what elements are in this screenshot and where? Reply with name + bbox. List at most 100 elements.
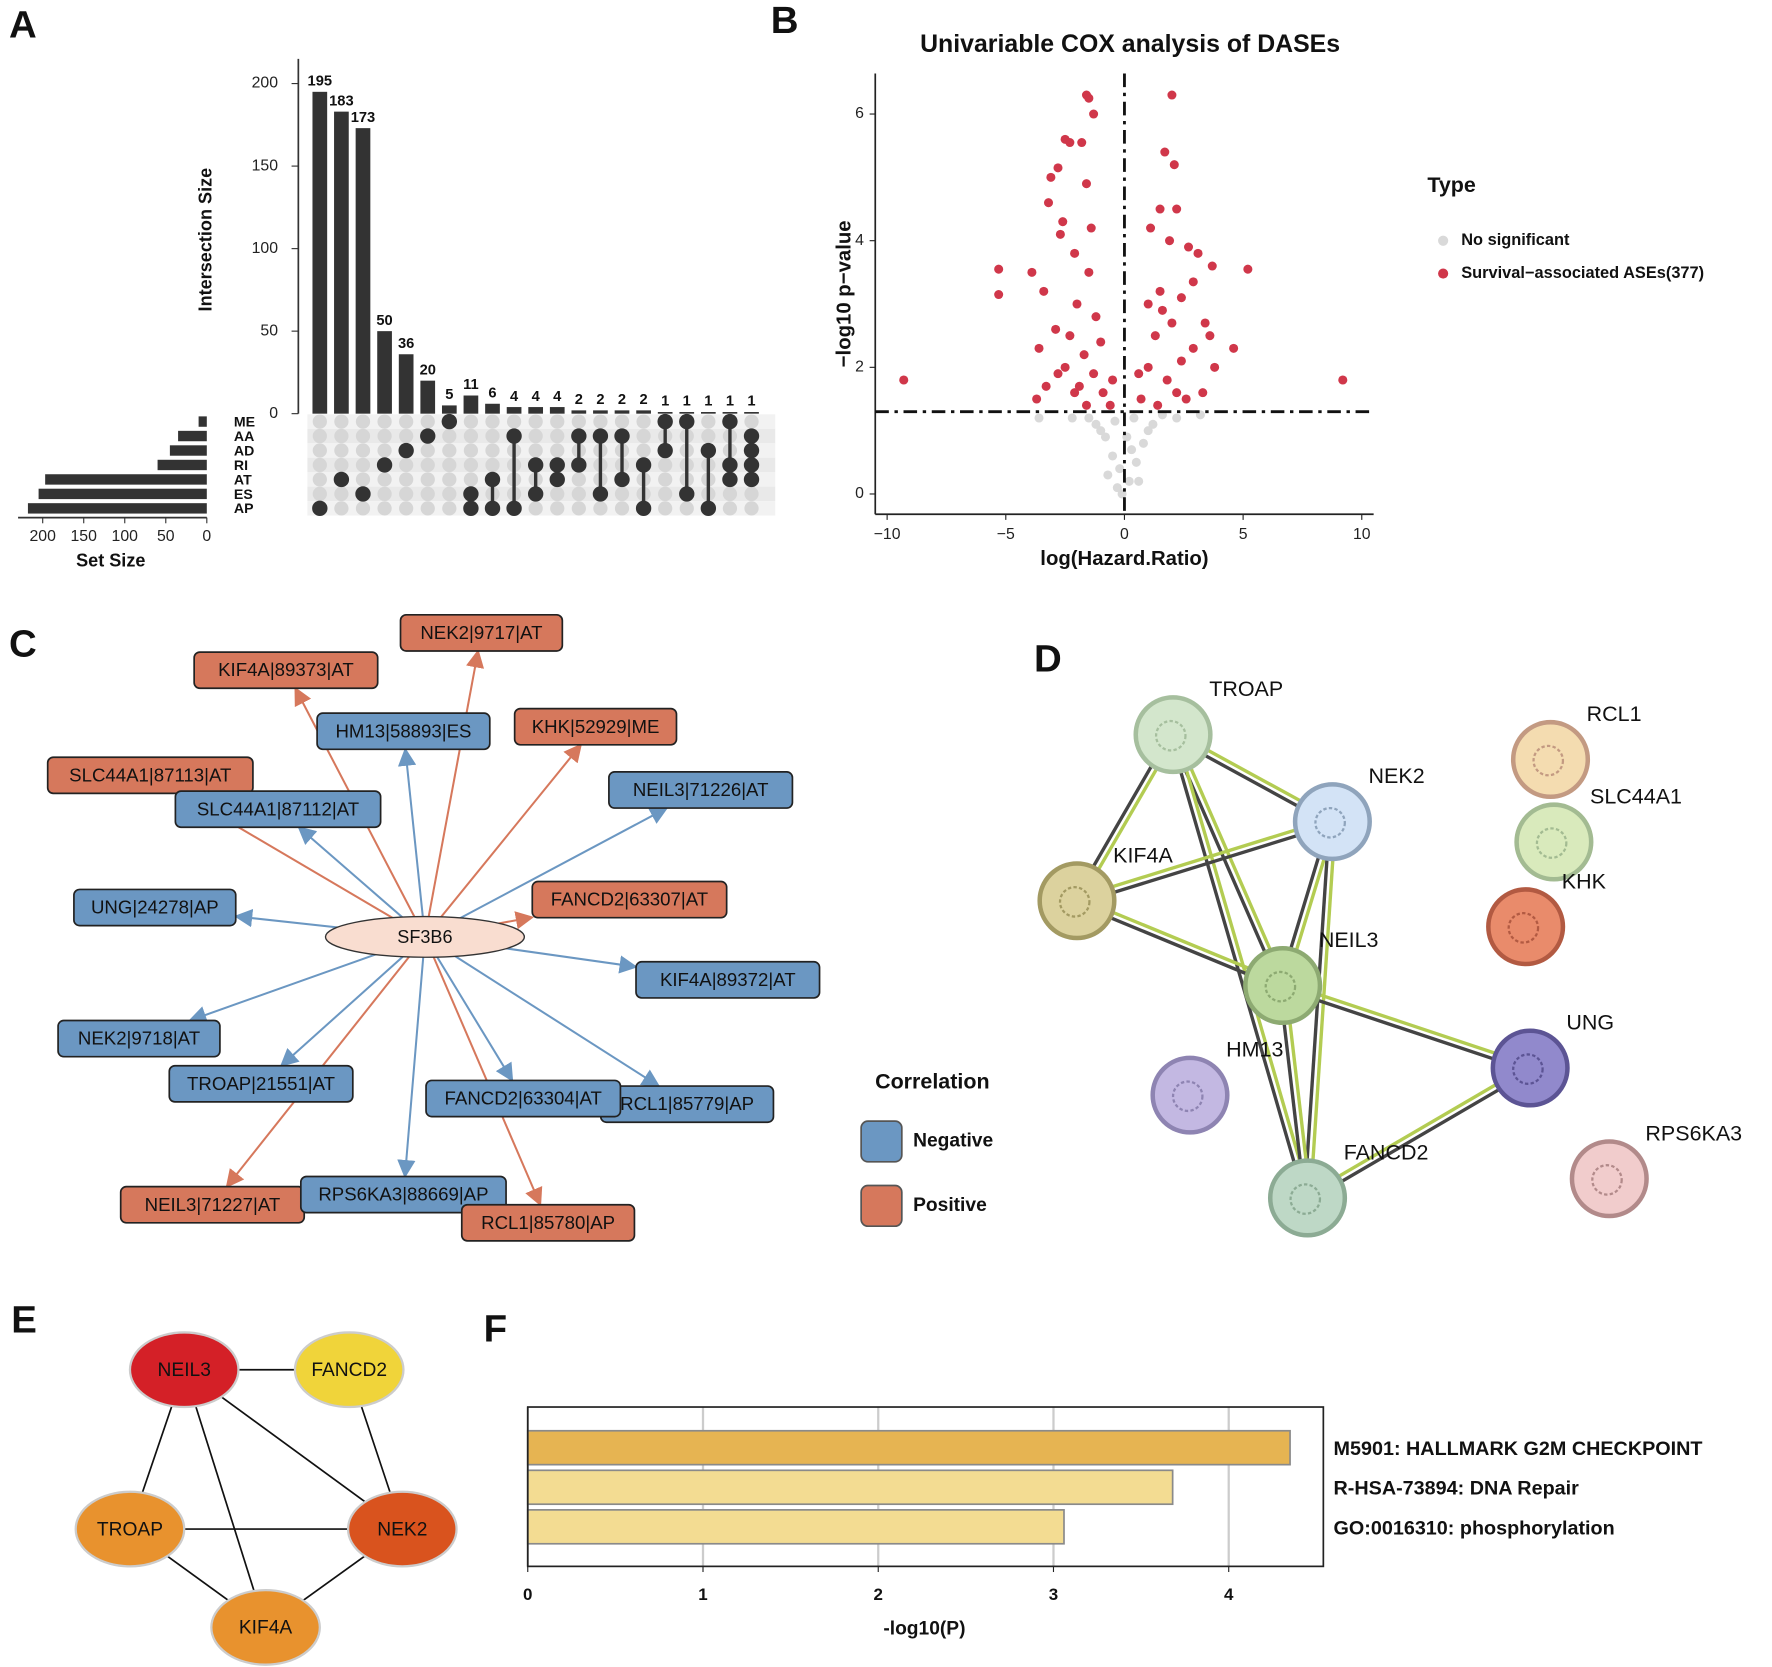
bar-label: 20 [420, 362, 436, 378]
matrix-dot [441, 413, 458, 430]
matrix-dot [743, 442, 760, 459]
point [1065, 331, 1075, 341]
matrix-dot-empty [658, 457, 673, 473]
point [1134, 476, 1144, 486]
matrix-dot-empty [550, 428, 565, 444]
y-axis-label: −log10 p−value [834, 220, 856, 367]
matrix-dot-empty [442, 428, 457, 444]
point [1117, 489, 1127, 499]
node-label: KIF4A|89372|AT [660, 969, 796, 990]
matrix-dot [743, 428, 760, 444]
y-tick-label: 2 [855, 359, 864, 376]
matrix-dot-empty [420, 486, 435, 502]
matrix-dot-empty [485, 428, 500, 444]
point [1098, 388, 1108, 398]
matrix-dot [614, 428, 630, 444]
point [1103, 470, 1113, 480]
matrix-dot-empty [399, 472, 414, 487]
point [1060, 362, 1070, 372]
bar [526, 1429, 1291, 1466]
node-box [635, 960, 821, 999]
matrix-dot-empty [701, 414, 716, 429]
matrix-dot-empty [377, 414, 392, 429]
matrix-dot [571, 428, 587, 444]
bar-label: 2 [596, 392, 604, 408]
node-label: FANCD2|63304|AT [445, 1088, 602, 1109]
node-label: SLC44A1|87112|AT [197, 798, 359, 819]
protein-structure [1591, 1164, 1623, 1196]
set-name: ES [234, 486, 253, 502]
y-tick-label: 150 [252, 157, 279, 174]
matrix-dot [679, 413, 695, 430]
point [1112, 483, 1122, 493]
matrix-dot-empty [463, 472, 479, 487]
matrix-dot [700, 442, 717, 459]
point [1162, 375, 1172, 385]
matrix-dot [722, 457, 738, 473]
matrix-dot-empty [636, 428, 651, 444]
bar-label: 11 [463, 377, 479, 393]
matrix-dot [355, 486, 371, 502]
point [1084, 413, 1094, 423]
category-label: GO:0016310: phosphorylation [1334, 1517, 1615, 1539]
panel-label: F [484, 1307, 507, 1350]
node-label: KIF4A|89373|AT [218, 659, 354, 680]
bar [463, 395, 479, 414]
point [1070, 388, 1080, 398]
bar [441, 405, 457, 414]
point [994, 264, 1004, 274]
x-tick-label: 3 [1049, 1585, 1058, 1604]
node-label: NEIL3 [1319, 928, 1379, 952]
bar [593, 410, 608, 414]
node-label: RCL1|85780|AP [481, 1212, 615, 1233]
point [1100, 432, 1110, 442]
matrix-dot-empty [399, 486, 414, 502]
bar-label: 2 [618, 392, 626, 408]
node-label: UNG [1566, 1011, 1614, 1035]
point [1131, 457, 1141, 467]
point [1153, 400, 1163, 410]
point [994, 289, 1004, 300]
point [1051, 324, 1061, 334]
point [1096, 426, 1106, 436]
node-box [46, 756, 254, 795]
matrix-dot-empty [550, 443, 565, 458]
node-box [399, 613, 564, 652]
edge [424, 743, 583, 938]
point [1032, 394, 1042, 404]
bar-label: 4 [532, 389, 541, 405]
bar [744, 412, 759, 414]
node-label: KHK [1562, 869, 1607, 893]
matrix-dot-empty [399, 414, 414, 429]
edge [1305, 1063, 1530, 1197]
node-label: SLC44A1|87113|AT [69, 764, 231, 785]
matrix-dot-empty [528, 443, 543, 458]
node-label: NEIL3|71227|AT [145, 1194, 281, 1215]
point [1143, 362, 1153, 372]
point [1193, 248, 1203, 258]
protein-node [1514, 802, 1594, 882]
point [1108, 375, 1118, 385]
plot-frame [526, 1406, 1325, 1568]
matrix-dot-empty [744, 486, 759, 502]
node-box [460, 1203, 636, 1242]
matrix-dot [463, 500, 479, 517]
point [1027, 267, 1037, 277]
category-label: R-HSA-73894: DNA Repair [1334, 1478, 1580, 1500]
hub-node [293, 1331, 405, 1409]
matrix-dot-empty [377, 428, 392, 444]
protein-node [1486, 887, 1566, 967]
set-name: AD [234, 442, 254, 458]
node-label: UNG|24278|AP [91, 897, 219, 918]
protein-structure [1058, 886, 1091, 918]
matrix-dot [700, 500, 717, 517]
matrix-dot-empty [442, 501, 457, 516]
node-label: NEK2 [377, 1519, 427, 1540]
bar-label: 173 [351, 110, 376, 126]
set-name: AA [234, 428, 254, 444]
point [1129, 413, 1139, 423]
matrix-dot-empty [701, 428, 716, 444]
matrix-dot-empty [334, 486, 349, 502]
edge [1281, 986, 1530, 1073]
matrix-dot [549, 471, 565, 488]
